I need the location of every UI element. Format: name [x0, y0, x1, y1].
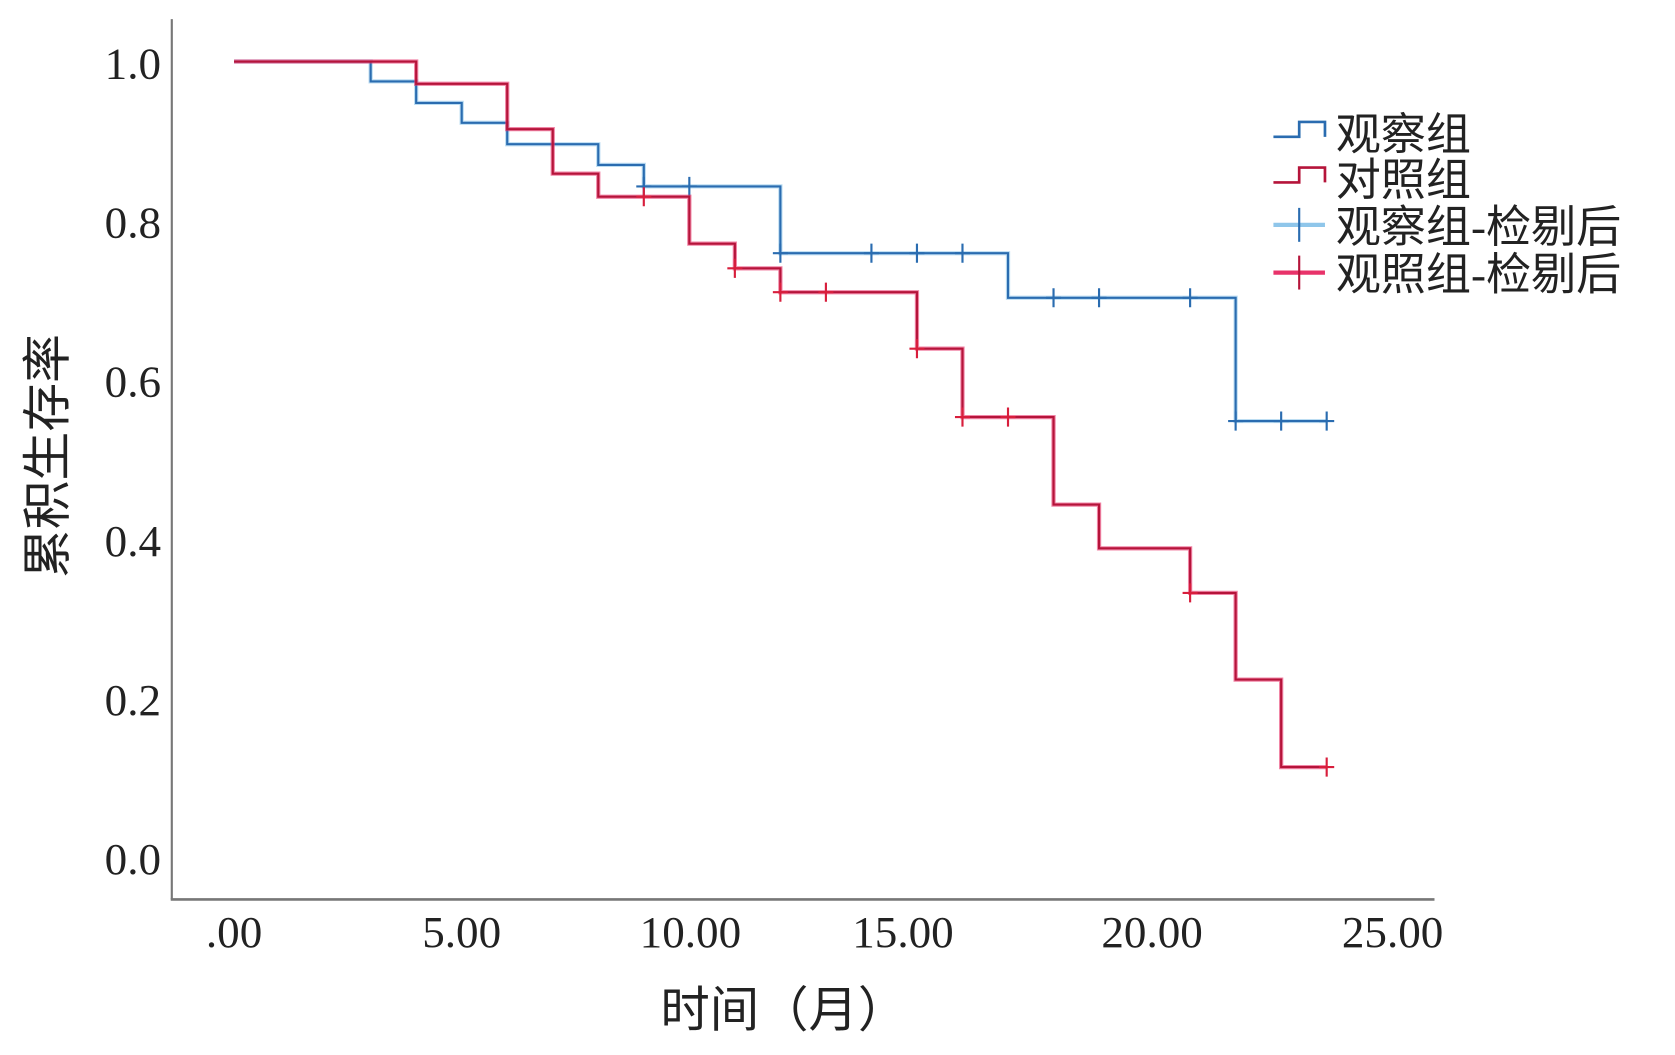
- censor-mark: [954, 407, 970, 427]
- censor-mark: [772, 282, 788, 302]
- x-tick-labels: .00 5.00 10.00 15.00 20.00 25.00: [206, 907, 1443, 957]
- censor-mark: [863, 243, 879, 263]
- x-tick-label: 20.00: [1101, 907, 1202, 957]
- censor-mark: [1000, 407, 1016, 427]
- censor-mark: [1319, 411, 1335, 431]
- curve-1: [234, 60, 1327, 769]
- survival-curves: [234, 59, 1335, 777]
- x-tick-label: 10.00: [640, 907, 741, 957]
- legend-label: 观察组: [1336, 110, 1471, 160]
- censor-mark: [1182, 583, 1198, 603]
- censor-mark: [772, 243, 788, 263]
- y-tick-labels: 0.0 0.2 0.4 0.6 0.8 1.0: [105, 39, 161, 884]
- x-axis-title: 时间（月）: [660, 983, 907, 1038]
- curve-1-band: [234, 59, 1327, 770]
- legend-step-icon: [1273, 166, 1327, 184]
- legend-label: 观察组-检剔后: [1336, 202, 1622, 252]
- x-tick-label: 15.00: [852, 907, 953, 957]
- censor-mark: [909, 339, 925, 359]
- y-tick-label: 0.6: [105, 357, 161, 407]
- y-tick-label: 1.0: [105, 39, 161, 89]
- censor-mark: [681, 176, 697, 196]
- legend-label: 对照组: [1336, 155, 1471, 205]
- censor-mark: [636, 187, 652, 207]
- censor-mark: [1319, 757, 1335, 777]
- censor-mark: [1046, 288, 1062, 308]
- y-tick-label: 0.2: [105, 675, 161, 725]
- censor-mark: [1182, 288, 1198, 308]
- y-tick-label: 0.8: [105, 198, 161, 248]
- censor-mark: [1273, 411, 1289, 431]
- censor-mark: [727, 258, 743, 278]
- y-tick-label: 0.4: [105, 516, 161, 566]
- x-tick-label: .00: [206, 907, 262, 957]
- y-axis-title: 累积生存率: [20, 334, 75, 578]
- censor-mark: [1091, 288, 1107, 308]
- legend-label: 观照组-检剔后: [1336, 250, 1622, 300]
- censor-mark: [954, 243, 970, 263]
- censor-mark: [1228, 411, 1244, 431]
- censor-mark: [909, 243, 925, 263]
- legend-step-icon: [1273, 120, 1327, 139]
- x-tick-label: 25.00: [1342, 907, 1443, 957]
- censor-mark: [818, 282, 834, 302]
- y-tick-label: 0.0: [105, 834, 161, 884]
- curve-0: [234, 60, 1327, 423]
- x-tick-label: 5.00: [422, 907, 501, 957]
